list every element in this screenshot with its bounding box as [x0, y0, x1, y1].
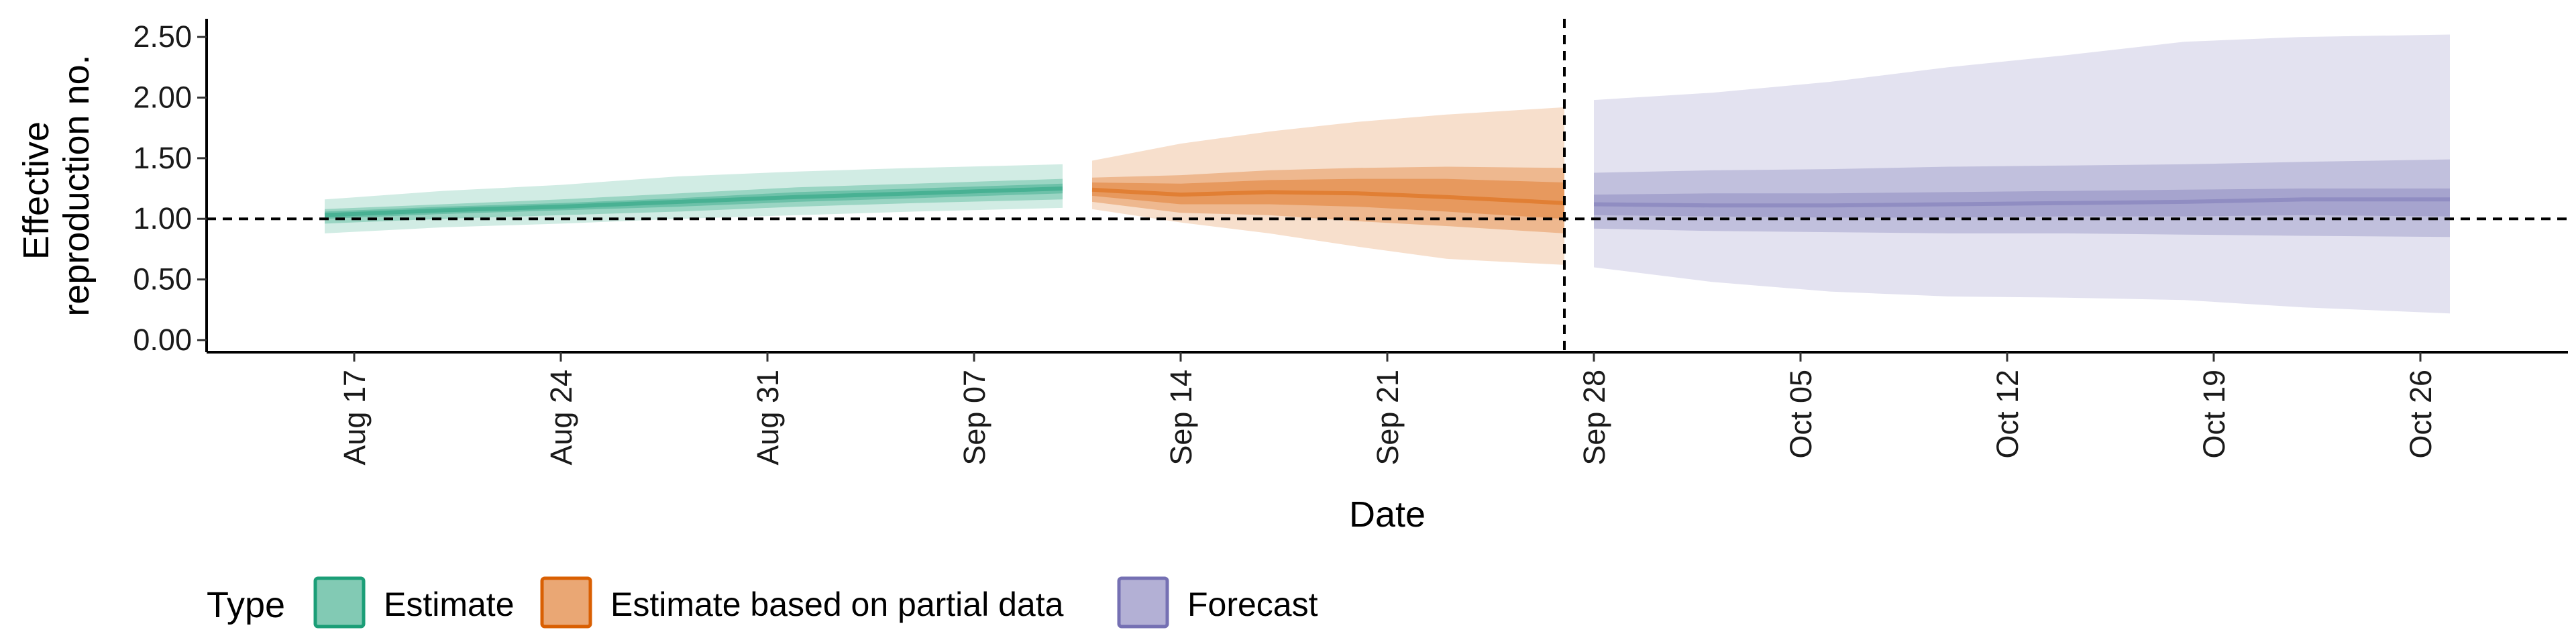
y-axis-title: Effective reproduction no.	[16, 54, 97, 316]
x-tick-label-sep-28: Sep 28	[1577, 370, 1611, 466]
band-90-estimate	[325, 164, 1063, 233]
y-axis-title-line-1: Effective	[16, 121, 56, 260]
x-tick-label-aug-24: Aug 24	[544, 370, 578, 466]
legend-title: Type	[207, 585, 285, 625]
x-tick-label-oct-19: Oct 19	[2197, 370, 2231, 459]
plot-area	[207, 19, 2568, 352]
x-tick-label-sep-21: Sep 21	[1371, 370, 1405, 466]
y-tick-label-2.50: 2.50	[133, 19, 192, 54]
legend-label-estimate-based-on-partial-data: Estimate based on partial data	[610, 586, 1064, 623]
band-90-forecast	[1594, 34, 2450, 314]
band-25-forecast	[1594, 189, 2450, 218]
y-tick-label-2.00: 2.00	[133, 80, 192, 114]
x-tick-label-oct-12: Oct 12	[1990, 370, 2025, 459]
y-tick-label-1.00: 1.00	[133, 201, 192, 235]
x-tick-label-oct-26: Oct 26	[2404, 370, 2438, 459]
band-50-estimate-based-on-partial-data	[1092, 166, 1564, 233]
y-axis-title-line-2: reproduction no.	[56, 54, 97, 316]
legend-swatch-estimate-based-on-partial-data	[540, 576, 592, 629]
band-25-estimate-based-on-partial-data	[1092, 178, 1564, 219]
series-forecast	[1593, 34, 2450, 314]
band-50-estimate	[325, 178, 1063, 224]
x-tick-label-oct-05: Oct 05	[1784, 370, 1818, 459]
band-90-estimate-based-on-partial-data	[1092, 107, 1564, 265]
x-tick-label-aug-31: Aug 31	[751, 370, 785, 466]
legend-label-forecast: Forecast	[1187, 586, 1318, 623]
x-tick-label-sep-07: Sep 07	[957, 370, 991, 466]
x-tick-label-aug-17: Aug 17	[337, 370, 372, 466]
axes: Date Effective reproduction no. 0.00 0.50…	[16, 19, 2568, 535]
median-line-estimate-based-on-partial-data	[1091, 187, 1565, 205]
legend: Type Estimate Estimate based on partial d…	[207, 576, 1318, 629]
series-estimate-based-on-partial-data	[1091, 107, 1565, 265]
median-line-forecast	[1593, 197, 2450, 208]
x-tick-label-sep-14: Sep 14	[1164, 370, 1198, 466]
legend-label-estimate: Estimate	[384, 586, 515, 623]
y-tick-label-1.50: 1.50	[133, 141, 192, 175]
y-tick-label-0.50: 0.50	[133, 262, 192, 297]
x-axis-title: Date	[1349, 494, 1426, 535]
y-tick-label-0.00: 0.00	[133, 323, 192, 357]
band-25-estimate	[325, 183, 1063, 219]
legend-swatch-forecast	[1117, 576, 1169, 629]
series-estimate	[324, 164, 1063, 233]
legend-swatch-estimate	[313, 576, 366, 629]
median-line-estimate	[324, 186, 1063, 217]
